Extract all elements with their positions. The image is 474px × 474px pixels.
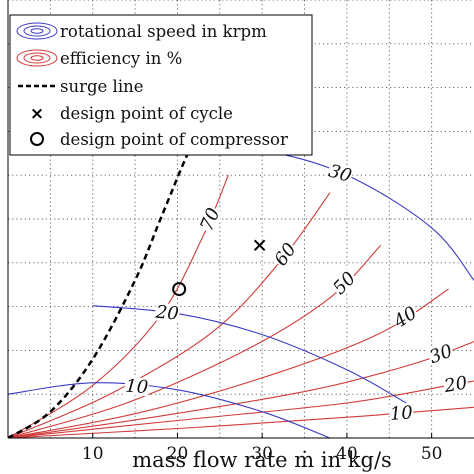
x-axis-label: mass flow rate ṁ in kg/s (132, 448, 392, 472)
speed-label-20: 20 (154, 302, 180, 325)
speed-label-10-background (124, 376, 150, 397)
x-tick-label: 10 (82, 444, 104, 464)
x-tick-label: 50 (421, 444, 443, 464)
efficiency-label-20: 20 (442, 372, 469, 397)
legend-speed-icon (16, 22, 58, 40)
surge-line (8, 122, 205, 438)
speed-label-10: 10 (124, 376, 149, 399)
speed-label-20-background (154, 302, 181, 323)
design-points (172, 239, 266, 297)
legend-efficiency-icon (16, 49, 58, 67)
x-axis: 10 20 30 40 50 (82, 433, 443, 464)
legend-cycle-icon: × (30, 104, 44, 124)
legend-compressor-icon (30, 132, 44, 146)
legend-speed-label: rotational speed in krpm (60, 22, 267, 41)
efficiency-label-50-background (329, 268, 360, 299)
x-tick-label: 30 (251, 444, 273, 464)
legend: rotational speed in krpm efficiency in %… (9, 14, 313, 156)
efficiency-label-40-background (390, 303, 421, 332)
efficiency-contour-30 (8, 341, 474, 438)
legend-surge-label: surge line (60, 77, 144, 96)
efficiency-label-10: 10 (389, 402, 413, 425)
efficiency-contour-60 (8, 192, 331, 438)
speed-line-20 (92, 305, 407, 404)
efficiency-label-70-background (197, 204, 223, 234)
legend-efficiency-label: efficiency in % (60, 49, 182, 68)
x-tick-label: 20 (167, 444, 189, 464)
x-tick-label: 40 (336, 444, 358, 464)
efficiency-contour-10 (8, 406, 474, 438)
efficiency-label-10-background (388, 403, 414, 424)
speed-line-10 (8, 382, 331, 438)
efficiency-label-20-background (442, 373, 470, 396)
legend-compressor-label: design point of compressor (60, 130, 288, 149)
design-point-compressor-marker (172, 282, 187, 297)
efficiency-label-60-background (270, 239, 300, 270)
efficiency-label-30-background (426, 341, 456, 367)
design-point-cycle-marker-stroke (253, 239, 266, 251)
legend-cycle-label: design point of cycle (60, 104, 233, 123)
speed-label-30-background (326, 161, 355, 186)
legend-box (9, 14, 313, 156)
